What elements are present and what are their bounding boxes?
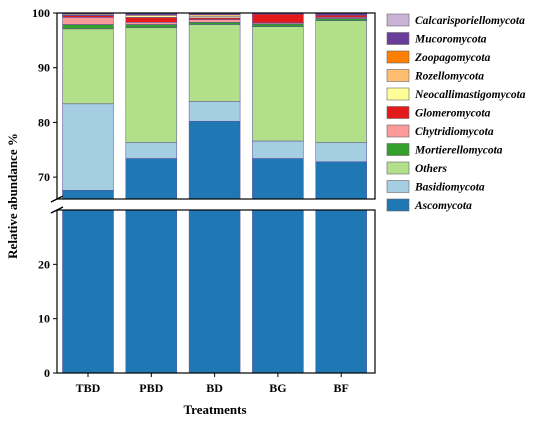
legend-swatch-calcarisporiellomycota bbox=[386, 13, 410, 27]
bar-segment-bd-others bbox=[188, 24, 241, 102]
legend-swatch-chytridiomycota bbox=[386, 124, 410, 138]
legend-swatch-zoopagomycota bbox=[386, 50, 410, 64]
x-tick-label-bg: BG bbox=[269, 381, 286, 395]
legend-swatch-ascomycota bbox=[386, 198, 410, 212]
bars-layer bbox=[62, 12, 367, 374]
bar-segment-bf-mortierellomycota bbox=[315, 18, 367, 21]
axes-layer bbox=[50, 12, 376, 374]
legend-swatch-neocallimastigomycota bbox=[386, 87, 410, 101]
y-tick-label-70: 70 bbox=[38, 170, 50, 184]
x-axis-title: Treatments bbox=[183, 402, 246, 417]
y-tick-label-80: 80 bbox=[38, 115, 50, 129]
bar-segment-pbd-ascomycota bbox=[125, 158, 178, 200]
bar-segment-lower-bd-ascomycota bbox=[188, 209, 241, 374]
bar-segment-bf-glomeromycota bbox=[315, 14, 367, 18]
bar-segment-lower-tbd-ascomycota bbox=[62, 209, 114, 374]
lower-panel-frame bbox=[56, 209, 376, 374]
y-axis-title: Relative abundance % bbox=[5, 133, 20, 259]
axis-break-mark-upper bbox=[50, 195, 64, 203]
bar-segment-bg-ascomycota bbox=[252, 158, 304, 200]
legend-label-chytridiomycota: Chytridiomycota bbox=[415, 126, 494, 138]
bar-segment-bf-basidiomycota bbox=[315, 142, 367, 163]
legend-label-ascomycota: Ascomycota bbox=[414, 200, 472, 212]
bar-segment-tbd-basidiomycota bbox=[62, 103, 114, 191]
bar-segment-pbd-glomeromycota bbox=[125, 17, 178, 23]
legend-label-mortierellomycota: Mortierellomycota bbox=[414, 145, 503, 157]
y-tick-label-100: 100 bbox=[32, 6, 50, 20]
legend-swatch-mucoromycota bbox=[386, 32, 410, 45]
y-tick-label-90: 90 bbox=[38, 61, 50, 75]
bar-segment-pbd-basidiomycota bbox=[125, 142, 178, 159]
legend-swatch-basidiomycota bbox=[386, 180, 410, 193]
legend-label-basidiomycota: Basidiomycota bbox=[414, 182, 485, 194]
bar-segment-bf-ascomycota bbox=[315, 161, 367, 200]
legend-label-others: Others bbox=[415, 163, 447, 175]
legend-label-glomeromycota: Glomeromycota bbox=[415, 108, 491, 120]
legend-label-mucoromycota: Mucoromycota bbox=[414, 34, 487, 46]
legend-swatch-glomeromycota bbox=[386, 106, 410, 119]
y-tick-label-20: 20 bbox=[38, 257, 50, 271]
bar-segment-pbd-others bbox=[125, 27, 178, 143]
bar-segment-pbd-mortierellomycota bbox=[125, 24, 178, 29]
bar-segment-lower-pbd-ascomycota bbox=[125, 209, 178, 374]
upper-panel-frame bbox=[56, 12, 376, 200]
x-tick-label-bf: BF bbox=[334, 381, 349, 395]
bar-segment-bd-basidiomycota bbox=[188, 101, 241, 122]
legend: Calcarisporiellomycota Mucoromycota Zoopag… bbox=[386, 13, 526, 212]
x-tick-label-bd: BD bbox=[206, 381, 223, 395]
bar-segment-tbd-others bbox=[62, 28, 114, 105]
bar-segment-tbd-chytridiomycota bbox=[62, 17, 114, 25]
bar-segment-bd-ascomycota bbox=[188, 121, 241, 200]
bar-segment-bf-others bbox=[315, 20, 367, 143]
bar-segment-bg-basidiomycota bbox=[252, 140, 304, 159]
legend-label-calcarisporiellomycota: Calcarisporiellomycota bbox=[415, 15, 525, 27]
ticks-layer: 70 80 90 100 0 10 20 TBD PBD BD BG BF bbox=[32, 6, 349, 395]
bar-segment-lower-bf-ascomycota bbox=[315, 209, 367, 374]
x-tick-label-pbd: PBD bbox=[139, 381, 163, 395]
legend-label-rozellomycota: Rozellomycota bbox=[414, 71, 484, 83]
bar-segment-bd-chytridiomycota bbox=[188, 19, 241, 23]
bar-segment-bd-mortierellomycota bbox=[188, 22, 241, 25]
y-tick-label-0: 0 bbox=[44, 366, 50, 380]
bar-segment-tbd-ascomycota bbox=[62, 189, 114, 200]
axis-break-mark-lower bbox=[50, 206, 64, 214]
bar-segment-pbd-chytridiomycota bbox=[125, 22, 178, 25]
legend-swatch-rozellomycota bbox=[386, 69, 410, 82]
legend-label-zoopagomycota: Zoopagomycota bbox=[414, 52, 491, 64]
legend-swatch-mortierellomycota bbox=[386, 143, 410, 156]
legend-label-neocallimastigomycota: Neocallimastigomycota bbox=[414, 89, 526, 101]
bar-segment-bg-others bbox=[252, 26, 304, 142]
bar-segment-tbd-mortierellomycota bbox=[62, 24, 114, 30]
bar-segment-bg-glomeromycota bbox=[252, 13, 304, 24]
y-tick-label-10: 10 bbox=[38, 312, 50, 326]
bar-segment-lower-bg-ascomycota bbox=[252, 209, 304, 374]
legend-swatch-others bbox=[386, 161, 410, 175]
bar-segment-bg-mortierellomycota bbox=[252, 23, 304, 27]
x-tick-label-tbd: TBD bbox=[76, 381, 101, 395]
